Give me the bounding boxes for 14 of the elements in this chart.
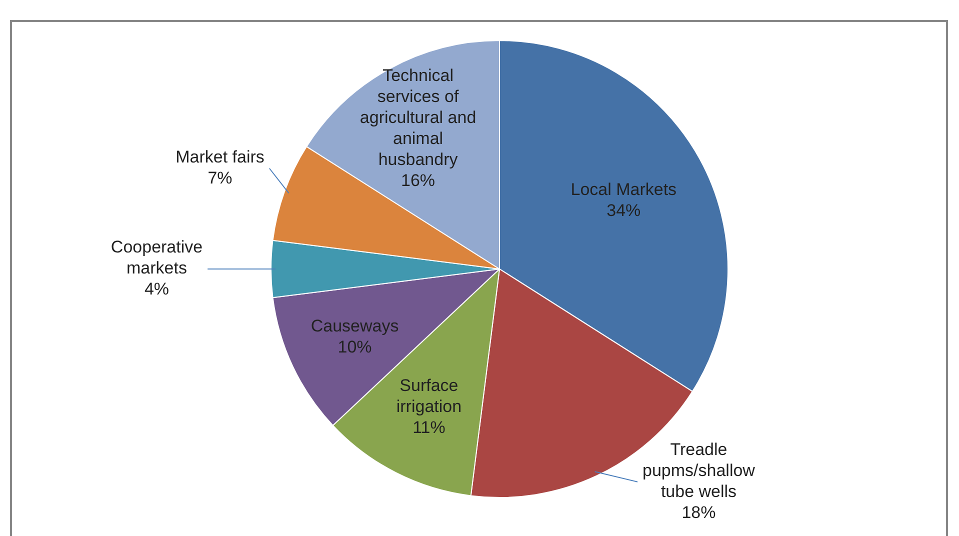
data-label: 16% xyxy=(401,171,436,190)
data-label: 34% xyxy=(606,200,641,220)
slice-label: Causeways xyxy=(310,316,399,336)
data-label: 7% xyxy=(208,168,232,188)
data-label: 10% xyxy=(338,337,372,356)
slice-label: Cooperative markets xyxy=(110,238,203,278)
data-label: 18% xyxy=(682,503,716,522)
data-label: 4% xyxy=(144,280,170,299)
slice-label: Treadle pupms/shallow tube wells xyxy=(642,440,756,502)
slice-label: Local Markets xyxy=(570,180,677,199)
slice-label: Surface irrigation xyxy=(396,376,462,416)
slice-label: Market fairs xyxy=(176,148,264,167)
slice-label: Technical services of agricultural and animal husbandry xyxy=(360,66,476,170)
data-label: 11% xyxy=(412,418,446,438)
